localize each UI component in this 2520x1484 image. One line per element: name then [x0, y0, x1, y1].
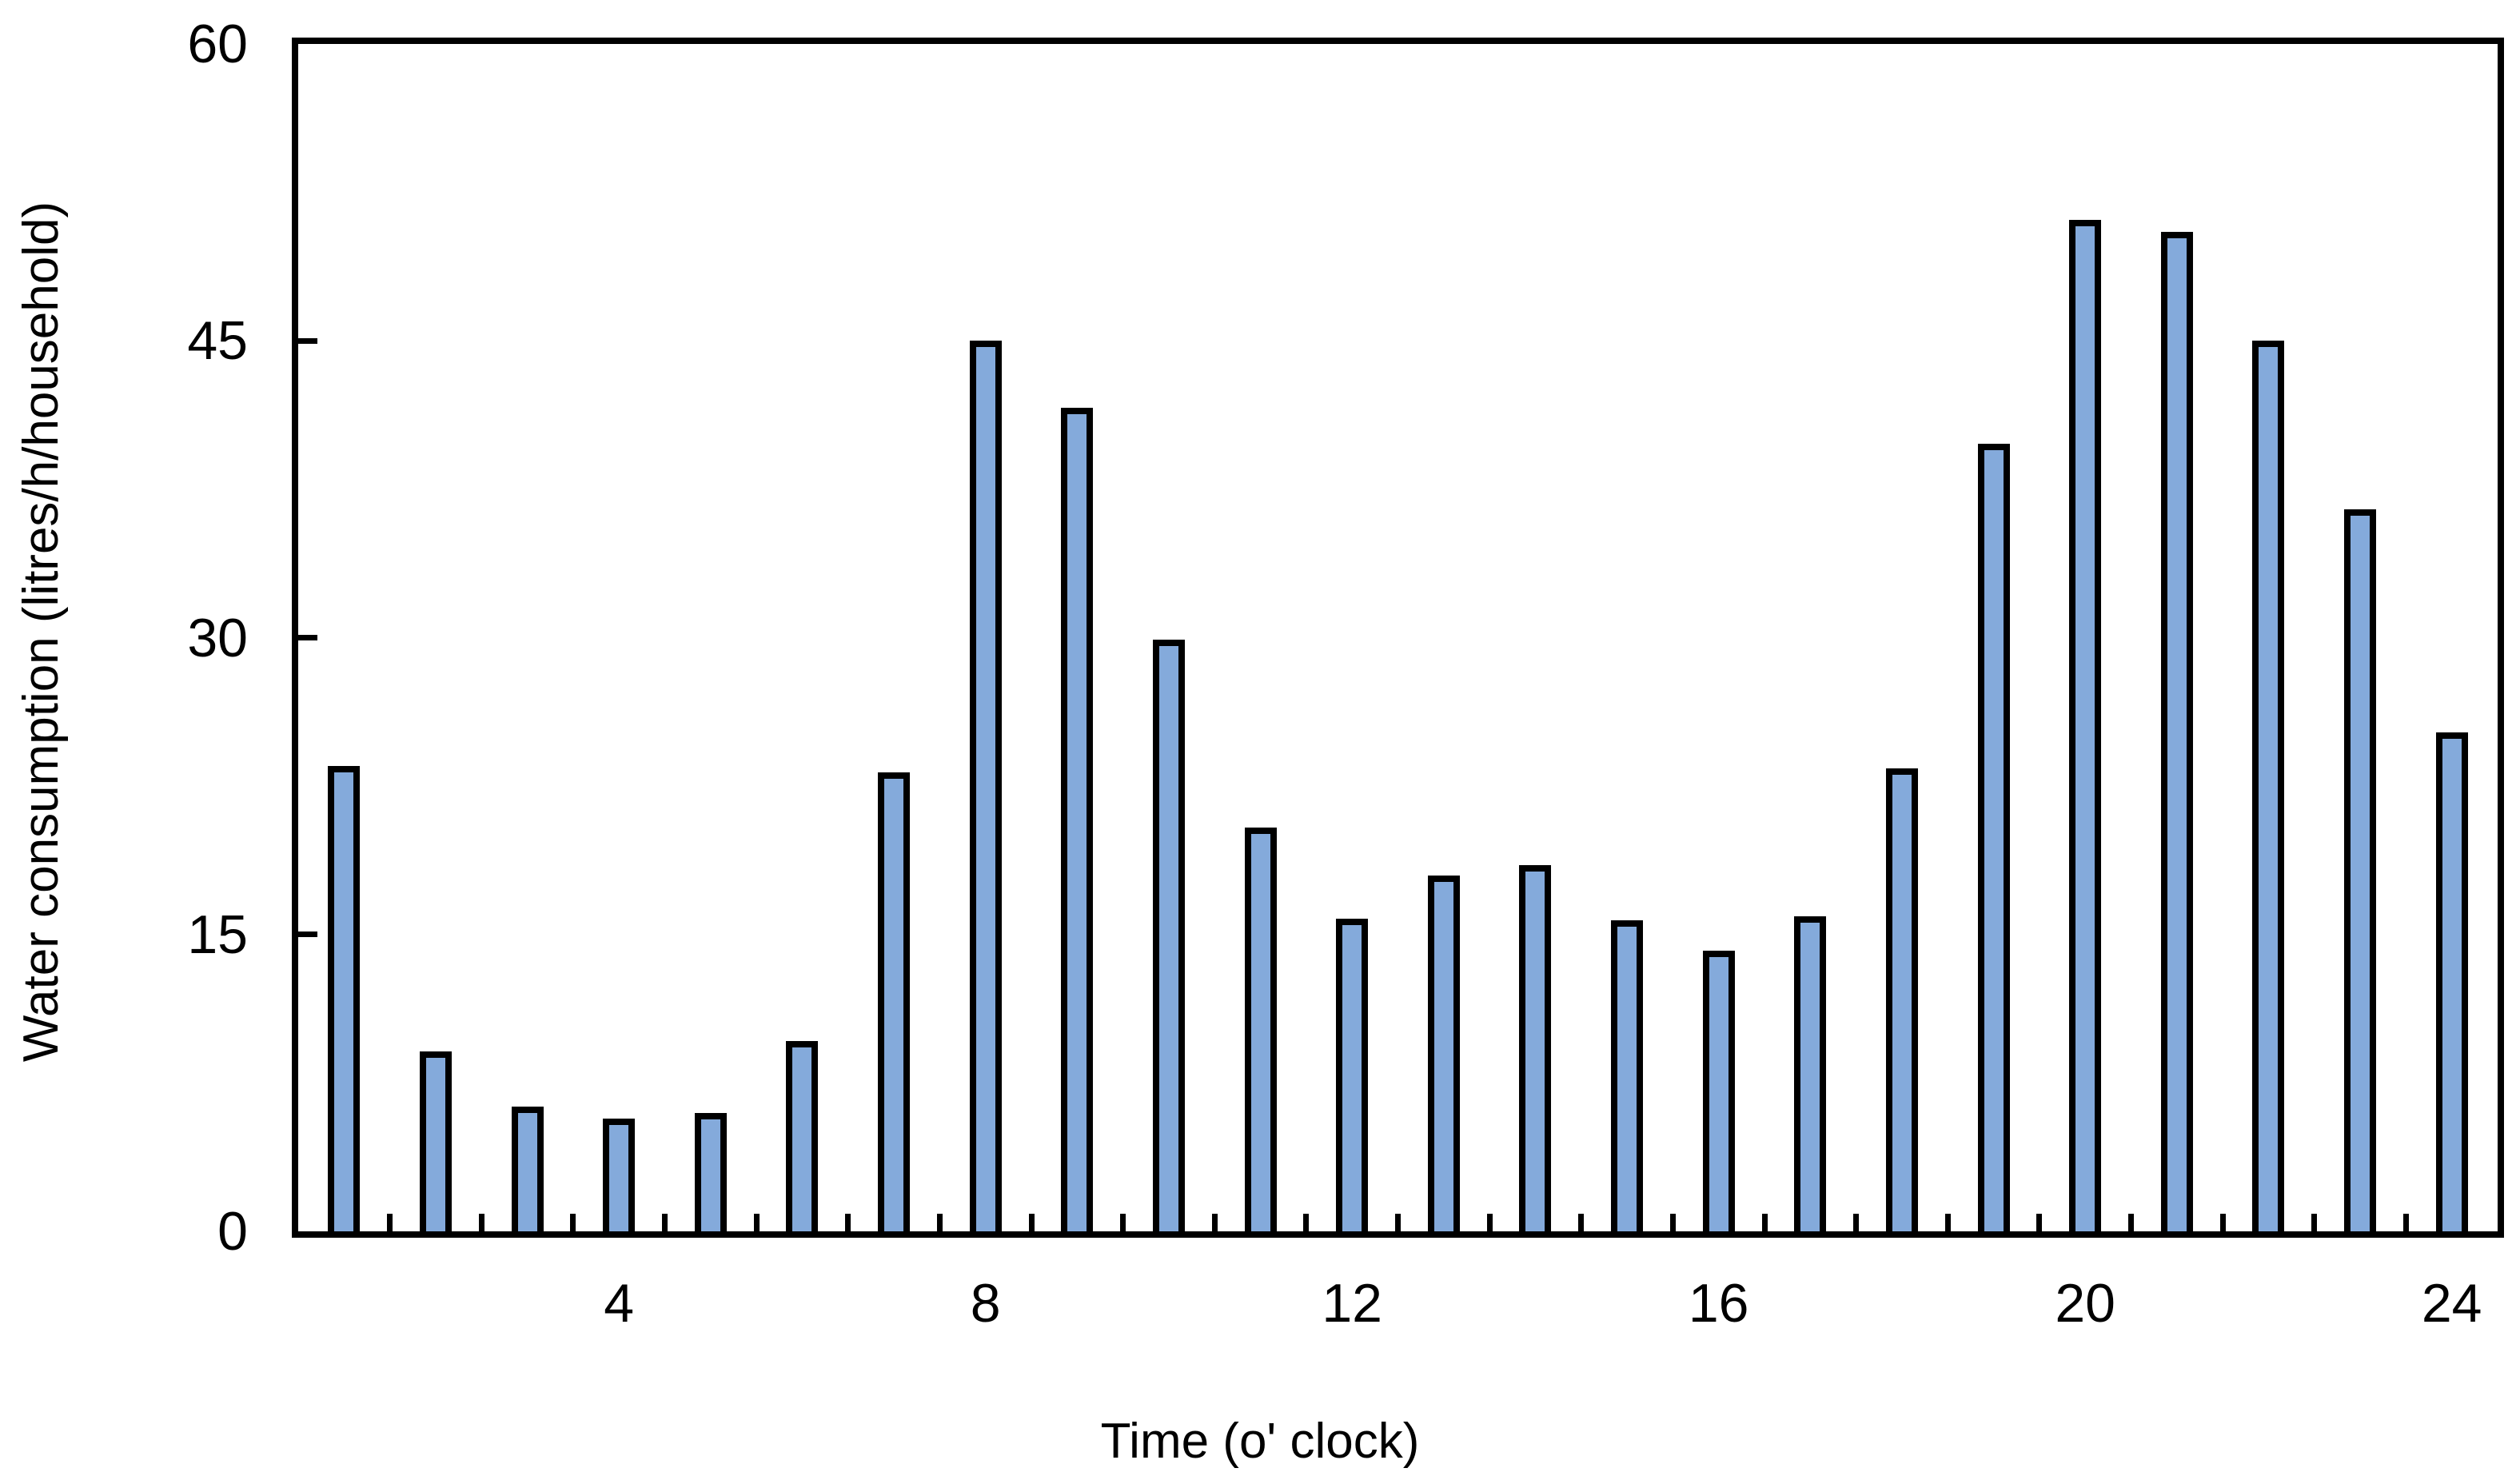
x-axis-tick [845, 1214, 851, 1231]
x-axis-tick [1028, 1214, 1035, 1231]
bar-hour-1 [328, 766, 361, 1231]
bar-hour-12 [1336, 918, 1369, 1231]
x-axis-tick [1761, 1214, 1768, 1231]
bar-hour-11 [1244, 828, 1277, 1231]
x-axis-tick [570, 1214, 576, 1231]
bar-hour-13 [1427, 875, 1460, 1231]
bar-hour-3 [511, 1107, 544, 1231]
x-axis-tick [2128, 1214, 2134, 1231]
x-axis-tick [662, 1214, 668, 1231]
x-tick-label-4: 4 [604, 1273, 635, 1334]
y-axis-tick [298, 635, 317, 640]
x-axis-tick [2402, 1214, 2409, 1231]
x-axis-tick [1853, 1214, 1860, 1231]
x-axis-tick [753, 1214, 760, 1231]
bar-hour-15 [1611, 920, 1644, 1231]
x-tick-label-24: 24 [2421, 1273, 2482, 1334]
y-axis-tick [298, 931, 317, 938]
bar-hour-20 [2069, 220, 2102, 1231]
y-axis-tick [298, 337, 317, 344]
plot-inner [298, 44, 2498, 1231]
y-tick-label-30: 30 [187, 607, 248, 668]
bar-hour-4 [603, 1118, 636, 1231]
bar-hour-19 [1977, 443, 2010, 1231]
x-axis-tick [2219, 1214, 2226, 1231]
x-axis-tick [1669, 1214, 1676, 1231]
bar-hour-21 [2160, 232, 2193, 1231]
bar-hour-18 [1885, 768, 1918, 1231]
x-tick-label-16: 16 [1688, 1273, 1749, 1334]
bar-hour-5 [694, 1112, 727, 1231]
bar-hour-14 [1519, 865, 1552, 1231]
x-axis-tick [1120, 1214, 1126, 1231]
x-axis-tick [1944, 1214, 1951, 1231]
x-axis-tick [936, 1214, 943, 1231]
x-axis-tick [478, 1214, 484, 1231]
bar-hour-23 [2344, 509, 2377, 1231]
y-tick-label-60: 60 [187, 14, 248, 74]
x-axis-tick [387, 1214, 393, 1231]
x-axis-tick [1303, 1214, 1310, 1231]
bar-hour-22 [2252, 341, 2285, 1231]
x-axis-tick [1578, 1214, 1585, 1231]
plot-area [292, 38, 2504, 1238]
x-axis-tick [1211, 1214, 1218, 1231]
x-tick-label-8: 8 [970, 1273, 1001, 1334]
bar-hour-17 [1794, 916, 1827, 1231]
x-axis-tick [1486, 1214, 1493, 1231]
x-axis-tick [1395, 1214, 1401, 1231]
y-tick-label-45: 45 [187, 310, 248, 372]
bar-hour-8 [969, 341, 1002, 1231]
x-axis-tick [2311, 1214, 2318, 1231]
x-tick-label-12: 12 [1322, 1273, 1382, 1334]
bar-hour-9 [1061, 408, 1094, 1231]
bar-hour-24 [2435, 732, 2468, 1231]
bar-hour-6 [786, 1041, 819, 1231]
bar-hour-16 [1702, 950, 1735, 1231]
bar-hour-7 [878, 772, 911, 1231]
x-tick-label-20: 20 [2055, 1273, 2115, 1334]
y-tick-label-0: 0 [217, 1201, 248, 1262]
bar-hour-10 [1152, 639, 1185, 1231]
x-axis-title: Time (o' clock) [1100, 1414, 1420, 1469]
y-tick-label-15: 15 [187, 904, 248, 965]
bar-hour-2 [419, 1051, 452, 1231]
x-axis-tick [2036, 1214, 2043, 1231]
